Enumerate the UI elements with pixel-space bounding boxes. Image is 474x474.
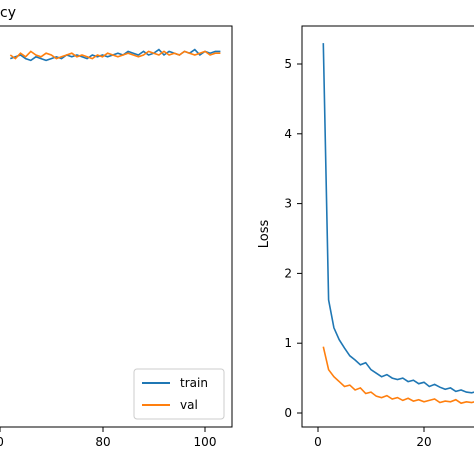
loss-y-tick-label: 5 [284,57,292,71]
loss-y-tick-label: 1 [284,336,292,350]
loss-y-tick-label: 4 [284,127,292,141]
accuracy-plot-frame [0,25,233,428]
accuracy-x-tick-label: 80 [95,435,110,449]
loss-x-tick-label: 0 [314,435,322,449]
accuracy-series-group [9,48,221,62]
accuracy-panel: cy 0 80 100 train val [0,5,233,449]
loss-plot-frame [301,25,474,428]
loss-line-train [322,43,474,394]
accuracy-x-ticks: 0 80 100 [0,427,216,449]
loss-x-tick-label: 20 [416,435,431,449]
accuracy-line-val [9,50,221,60]
accuracy-legend: train val [133,368,225,420]
accuracy-x-tick-label: 0 [0,435,4,449]
legend-box [133,368,225,420]
loss-panel: Loss 0 1 2 3 4 5 0 20 [257,25,474,449]
loss-y-axis-label: Loss [257,220,272,249]
loss-y-tick-label: 2 [284,266,292,280]
loss-y-ticks: 0 1 2 3 4 5 [284,57,302,420]
legend-val-label: val [180,398,198,412]
accuracy-x-tick-label: 100 [194,435,217,449]
loss-series-group [322,43,474,405]
loss-x-ticks: 0 20 [314,427,432,449]
loss-y-tick-label: 3 [284,197,292,211]
loss-line-val [322,346,474,405]
accuracy-title: cy [0,5,16,21]
loss-y-tick-label: 0 [284,406,292,420]
accuracy-line-train [10,48,221,62]
legend-train-label: train [180,376,208,390]
